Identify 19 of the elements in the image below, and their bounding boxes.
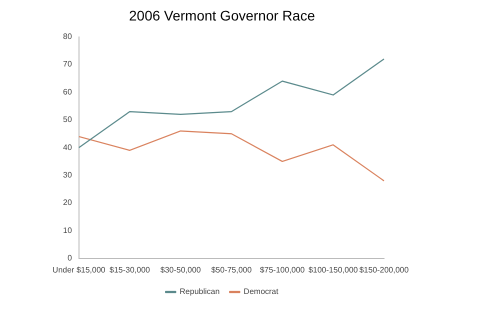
- y-tick-label: 40: [62, 142, 72, 152]
- y-tick-label: 30: [62, 170, 72, 180]
- x-tick-label: $150-200,000: [359, 265, 410, 274]
- y-tick-label: 80: [62, 32, 72, 42]
- y-tick-label: 10: [62, 226, 72, 235]
- x-tick-label: Under $15,000: [52, 265, 106, 274]
- x-tick-label: $15-30,000: [110, 265, 151, 274]
- y-tick-label: 0: [67, 254, 72, 263]
- chart-title: 2006 Vermont Governor Race: [129, 7, 316, 24]
- y-tick-label: 20: [62, 198, 72, 208]
- y-tick-label: 70: [62, 60, 72, 69]
- y-tick-label: 60: [62, 87, 72, 96]
- x-tick-label: $30-50,000: [160, 265, 202, 274]
- legend-label: Republican: [180, 287, 220, 296]
- legend-label: Democrat: [244, 287, 280, 296]
- x-tick-label: $100-150,000: [308, 265, 358, 274]
- y-tick-label: 50: [62, 115, 72, 124]
- x-tick-label: $75-100,000: [260, 265, 306, 274]
- x-tick-label: $50-75,000: [211, 265, 252, 274]
